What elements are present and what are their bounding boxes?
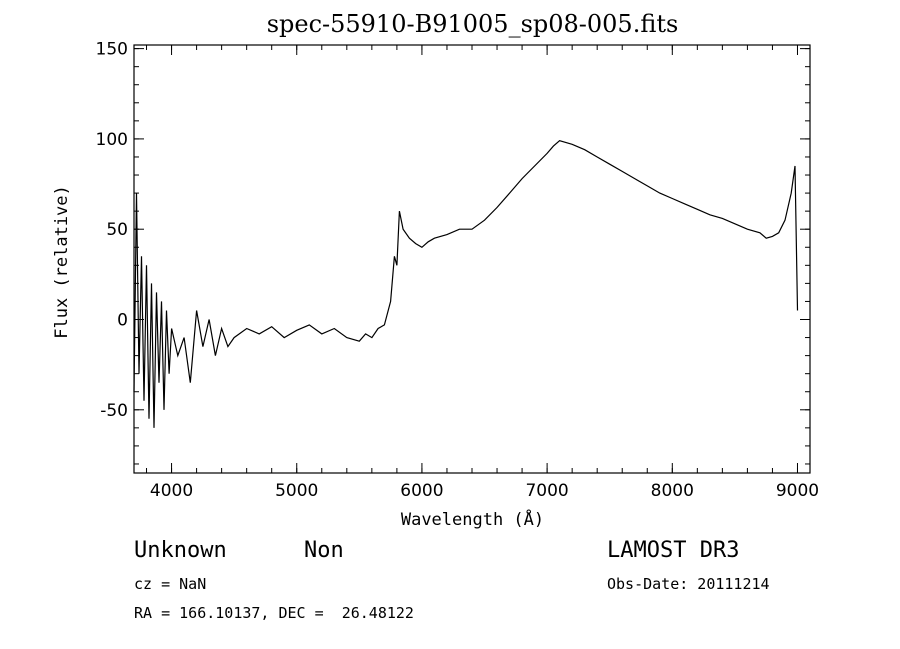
y-tick-label: 50 (106, 220, 128, 240)
observation-date: Obs-Date: 20111214 (607, 575, 770, 593)
x-tick-label: 7000 (525, 481, 568, 501)
y-tick-label: 150 (96, 40, 128, 60)
chart-title: spec-55910-B91005_sp08-005.fits (266, 10, 679, 38)
object-class: Unknown (134, 538, 227, 563)
major-ticks (134, 45, 810, 473)
object-subclass: Non (304, 538, 344, 563)
y-axis-label: Flux (relative) (52, 185, 72, 339)
x-tick-label: 5000 (275, 481, 318, 501)
x-axis-label: Wavelength (Å) (400, 510, 545, 530)
x-tick-label: 6000 (400, 481, 443, 501)
x-tick-label: 9000 (776, 481, 819, 501)
tick-labels: 4000 5000 6000 7000 8000 9000 -50 0 50 100 150 (96, 40, 820, 501)
y-tick-label: -50 (100, 401, 128, 421)
survey-name: LAMOST DR3 (607, 538, 740, 563)
plot-frame (133, 44, 811, 474)
y-tick-label: 0 (117, 310, 128, 330)
minor-ticks (134, 45, 810, 473)
redshift-label: cz = NaN (134, 575, 207, 593)
y-tick-label: 100 (96, 130, 128, 150)
coordinates: RA = 166.10137, DEC = 26.48122 (134, 604, 414, 622)
x-tick-label: 8000 (651, 481, 694, 501)
x-tick-label: 4000 (150, 481, 193, 501)
flux-series-line (133, 140, 799, 428)
